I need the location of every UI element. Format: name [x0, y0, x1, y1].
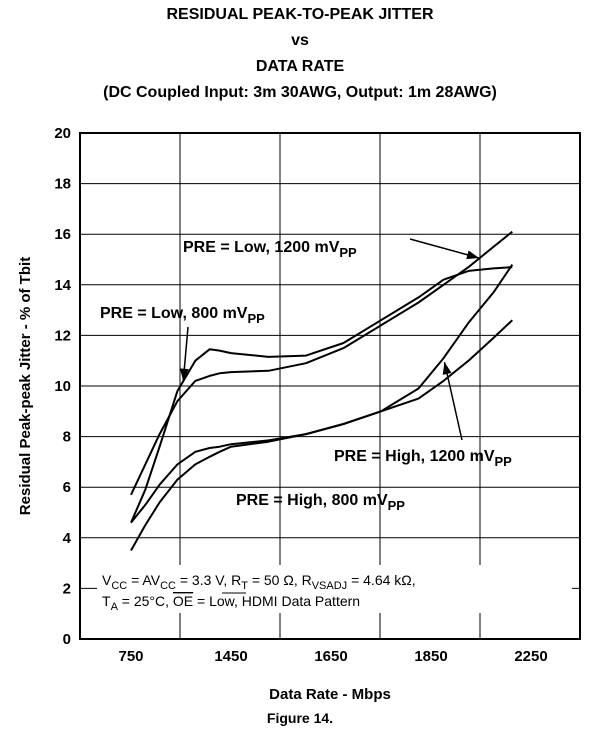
grid-lines [80, 133, 580, 639]
series-line-3 [130, 319, 513, 551]
series-lines [130, 230, 514, 551]
y-tick-label-16: 16 [54, 226, 71, 243]
arrow-low-800-head [179, 368, 189, 381]
chart-title-line-1: RESIDUAL PEAK-TO-PEAK JITTER [166, 6, 434, 23]
y-tick-label-12: 12 [54, 327, 71, 344]
annotation-arrows [179, 238, 480, 441]
x-tick-label-1650: 1650 [314, 648, 347, 665]
arrow-low-1200-head [466, 250, 479, 260]
series-line-2 [130, 230, 513, 496]
x-tick-labels: 750 1450 1650 1850 2250 [118, 648, 547, 665]
x-tick-label-2250: 2250 [514, 648, 547, 665]
x-tick-label-1450: 1450 [214, 648, 247, 665]
plot-frame [79, 132, 581, 640]
y-tick-label-10: 10 [54, 378, 71, 395]
annotation-high-1200: PRE = High, 1200 mVPP [334, 448, 512, 469]
x-tick-label-750: 750 [118, 648, 143, 665]
annotation-low-800: PRE = Low, 800 mVPP [100, 305, 265, 326]
annotation-high-800: PRE = High, 800 mVPP [236, 492, 405, 513]
y-tick-label-18: 18 [54, 176, 71, 193]
arrow-high-1200 [443, 362, 463, 441]
x-tick-label-1850: 1850 [414, 648, 447, 665]
series-line-4 [130, 264, 514, 524]
x-axis-label: Data Rate - Mbps [269, 686, 391, 703]
y-tick-label-6: 6 [63, 479, 71, 496]
conditions-line-1: VCC = AVCC = 3.3 V, RT = 50 Ω, RVSADJ = … [102, 572, 416, 592]
y-axis-label: Residual Peak-peak Jitter - % of Tbit [17, 257, 34, 515]
arrow-high-1200-head [442, 362, 452, 375]
chart-title-line-2: vs [291, 32, 309, 49]
y-tick-label-20: 20 [54, 125, 71, 142]
y-tick-label-0: 0 [63, 631, 71, 648]
y-tick-label-14: 14 [54, 277, 71, 294]
y-tick-label-2: 2 [63, 580, 71, 597]
annotation-low-1200: PRE = Low, 1200 mVPP [183, 239, 357, 260]
y-tick-labels: 0 2 4 6 8 10 12 14 16 18 20 [54, 125, 71, 648]
series-line-1 [130, 266, 513, 523]
chart-title-line-4: (DC Coupled Input: 3m 30AWG, Output: 1m … [103, 84, 497, 101]
figure-caption: Figure 14. [266, 710, 334, 726]
y-tick-label-8: 8 [63, 429, 71, 446]
chart-title-line-3: DATA RATE [255, 58, 345, 75]
y-tick-label-4: 4 [63, 530, 72, 547]
conditions-box [97, 565, 572, 613]
conditions-line-2: TA = 25°C, OE = Low, HDMI Data Pattern [102, 593, 360, 613]
